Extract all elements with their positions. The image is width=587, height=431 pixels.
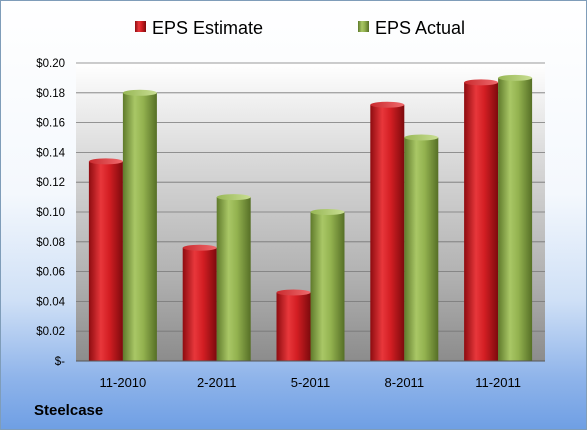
bar-eps-estimate-11-2011 [464,82,499,362]
bar-cap-eps-estimate-11-2011 [464,79,499,86]
legend: EPS Estimate EPS Actual [135,18,465,38]
bar-cap-eps-estimate-5-2011 [276,289,311,296]
legend-label-eps-estimate: EPS Estimate [152,18,263,38]
y-tick-label: $0.12 [36,177,65,189]
bar-cap-eps-actual-8-2011 [404,134,439,141]
y-tick-label: $0.16 [36,118,65,130]
y-tick-label: $0.14 [36,147,65,159]
bar-cap-eps-actual-11-2011 [498,74,533,81]
y-tick-label: $0.20 [36,58,65,70]
bar-eps-actual-11-2010 [122,92,157,362]
bar-eps-actual-8-2011 [404,137,439,361]
bar-cap-eps-estimate-8-2011 [370,101,405,108]
x-tick-label: 11-2010 [100,375,147,390]
y-tick-label: $0.06 [36,267,65,279]
y-tick-label: $0.08 [36,237,65,249]
bar-eps-estimate-2-2011 [182,247,217,361]
x-tick-label: 5-2011 [291,375,331,390]
bar-eps-estimate-11-2010 [88,161,123,361]
x-axis-labels: 11-2010 2-2011 5-2011 8-2011 11-2011 [100,375,521,390]
y-tick-label: $0.02 [36,326,65,338]
y-tick-label: $0.18 [36,88,65,100]
company-name: Steelcase [34,402,104,419]
bar-cap-eps-actual-2-2011 [216,194,251,201]
bar-cap-eps-estimate-11-2010 [88,158,123,165]
bar-cap-eps-estimate-2-2011 [182,244,217,251]
bar-eps-actual-11-2011 [498,77,533,362]
y-tick-label: $0.04 [36,296,65,308]
bar-cap-eps-actual-11-2010 [122,89,157,96]
bar-eps-estimate-8-2011 [370,104,405,361]
x-tick-label: 11-2011 [475,375,521,390]
bar-eps-actual-2-2011 [216,197,251,361]
y-tick-label: $- [55,356,65,368]
bar-cap-eps-actual-5-2011 [310,209,345,215]
legend-swatch-eps-estimate [135,21,146,32]
bar-eps-actual-5-2011 [310,212,345,361]
y-axis-ticks: $- $0.02 $0.04 $0.06 $0.08 $0.10 $0.12 $0.14 $0.… [36,58,65,368]
legend-swatch-eps-actual [358,21,369,32]
x-tick-label: 8-2011 [385,375,425,390]
legend-label-eps-actual: EPS Actual [375,18,465,38]
x-tick-label: 2-2011 [197,375,237,390]
y-tick-label: $0.10 [36,207,65,219]
bar-eps-estimate-5-2011 [276,292,311,361]
bars [88,74,533,362]
